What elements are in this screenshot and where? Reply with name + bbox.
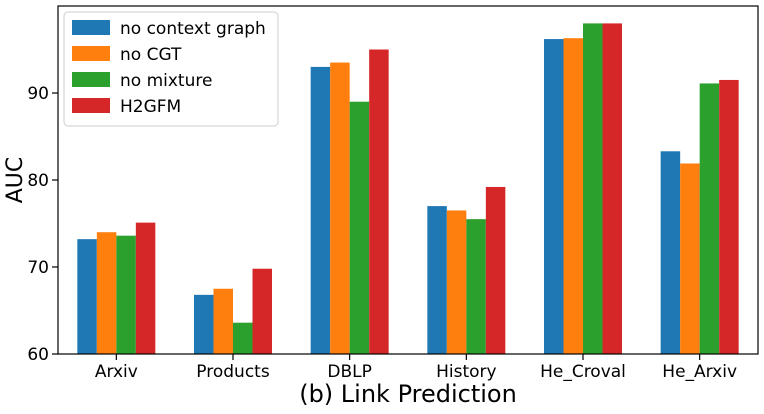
bar-no-mixture-he-arxiv [699,83,720,355]
bar-no-cgt-dblp [330,62,350,355]
x-tick-label-he-croval: He_Croval [540,362,626,382]
legend-label-no-context-graph: no context graph [120,19,266,39]
x-tick-label-dblp: DBLP [327,362,371,382]
x-axis: Arxiv Products DBLP History He_Croval He_Arxi… [95,354,737,382]
y-tick-label: 60 [27,345,49,365]
bar-no-mixture-products [233,322,253,354]
bar-no-cgt-he-arxiv [680,163,700,354]
x-tick-label-products: Products [196,362,270,382]
x-tick-label-arxiv: Arxiv [95,362,138,382]
legend-swatch-h2gfm [72,98,110,113]
bar-no-context-graph-dblp [310,66,331,355]
bar-no-context-graph-arxiv [77,239,97,354]
y-tick-label: 80 [27,171,49,191]
x-tick-label-he-arxiv: He_Arxiv [662,362,737,382]
bar-no-mixture-history [466,219,486,354]
x-tick-label-history: History [436,362,496,382]
bar-no-context-graph-he-arxiv [660,151,681,354]
y-tick-label: 90 [27,84,49,104]
bar-h2gfm-history [485,186,506,354]
legend-frame [63,11,279,127]
legend-swatch-no-context-graph [72,20,110,35]
x-axis-label: (b) Link Prediction [299,380,517,408]
legend-label-h2gfm: H2GFM [120,97,181,117]
bar-h2gfm-dblp [369,49,389,354]
bar-no-context-graph-history [427,206,447,354]
bar-h2gfm-he-arxiv [719,79,739,354]
y-tick-label: 70 [27,258,49,278]
bar-no-cgt-he-croval [563,38,583,354]
legend-swatch-no-cgt [72,46,110,61]
legend-label-no-mixture: no mixture [120,71,212,91]
bar-h2gfm-he-croval [602,23,622,355]
y-axis: 60 70 80 90 [27,84,58,365]
bar-no-context-graph-products [194,294,214,354]
bar-no-cgt-arxiv [96,232,117,354]
bar-h2gfm-arxiv [135,222,156,354]
bar-no-mixture-he-croval [583,23,603,355]
y-axis-label: AUC [3,157,28,204]
bar-no-context-graph-he-croval [544,39,564,355]
bars [77,23,739,355]
legend: no context graph no CGT no mixture H2GFM [63,11,279,127]
bar-no-mixture-arxiv [116,235,136,354]
bar-h2gfm-products [252,268,272,354]
bar-no-mixture-dblp [349,101,370,354]
legend-label-no-cgt: no CGT [120,45,182,65]
bar-no-cgt-products [213,288,233,354]
legend-swatch-no-mixture [72,72,110,87]
bar-no-cgt-history [446,210,467,354]
